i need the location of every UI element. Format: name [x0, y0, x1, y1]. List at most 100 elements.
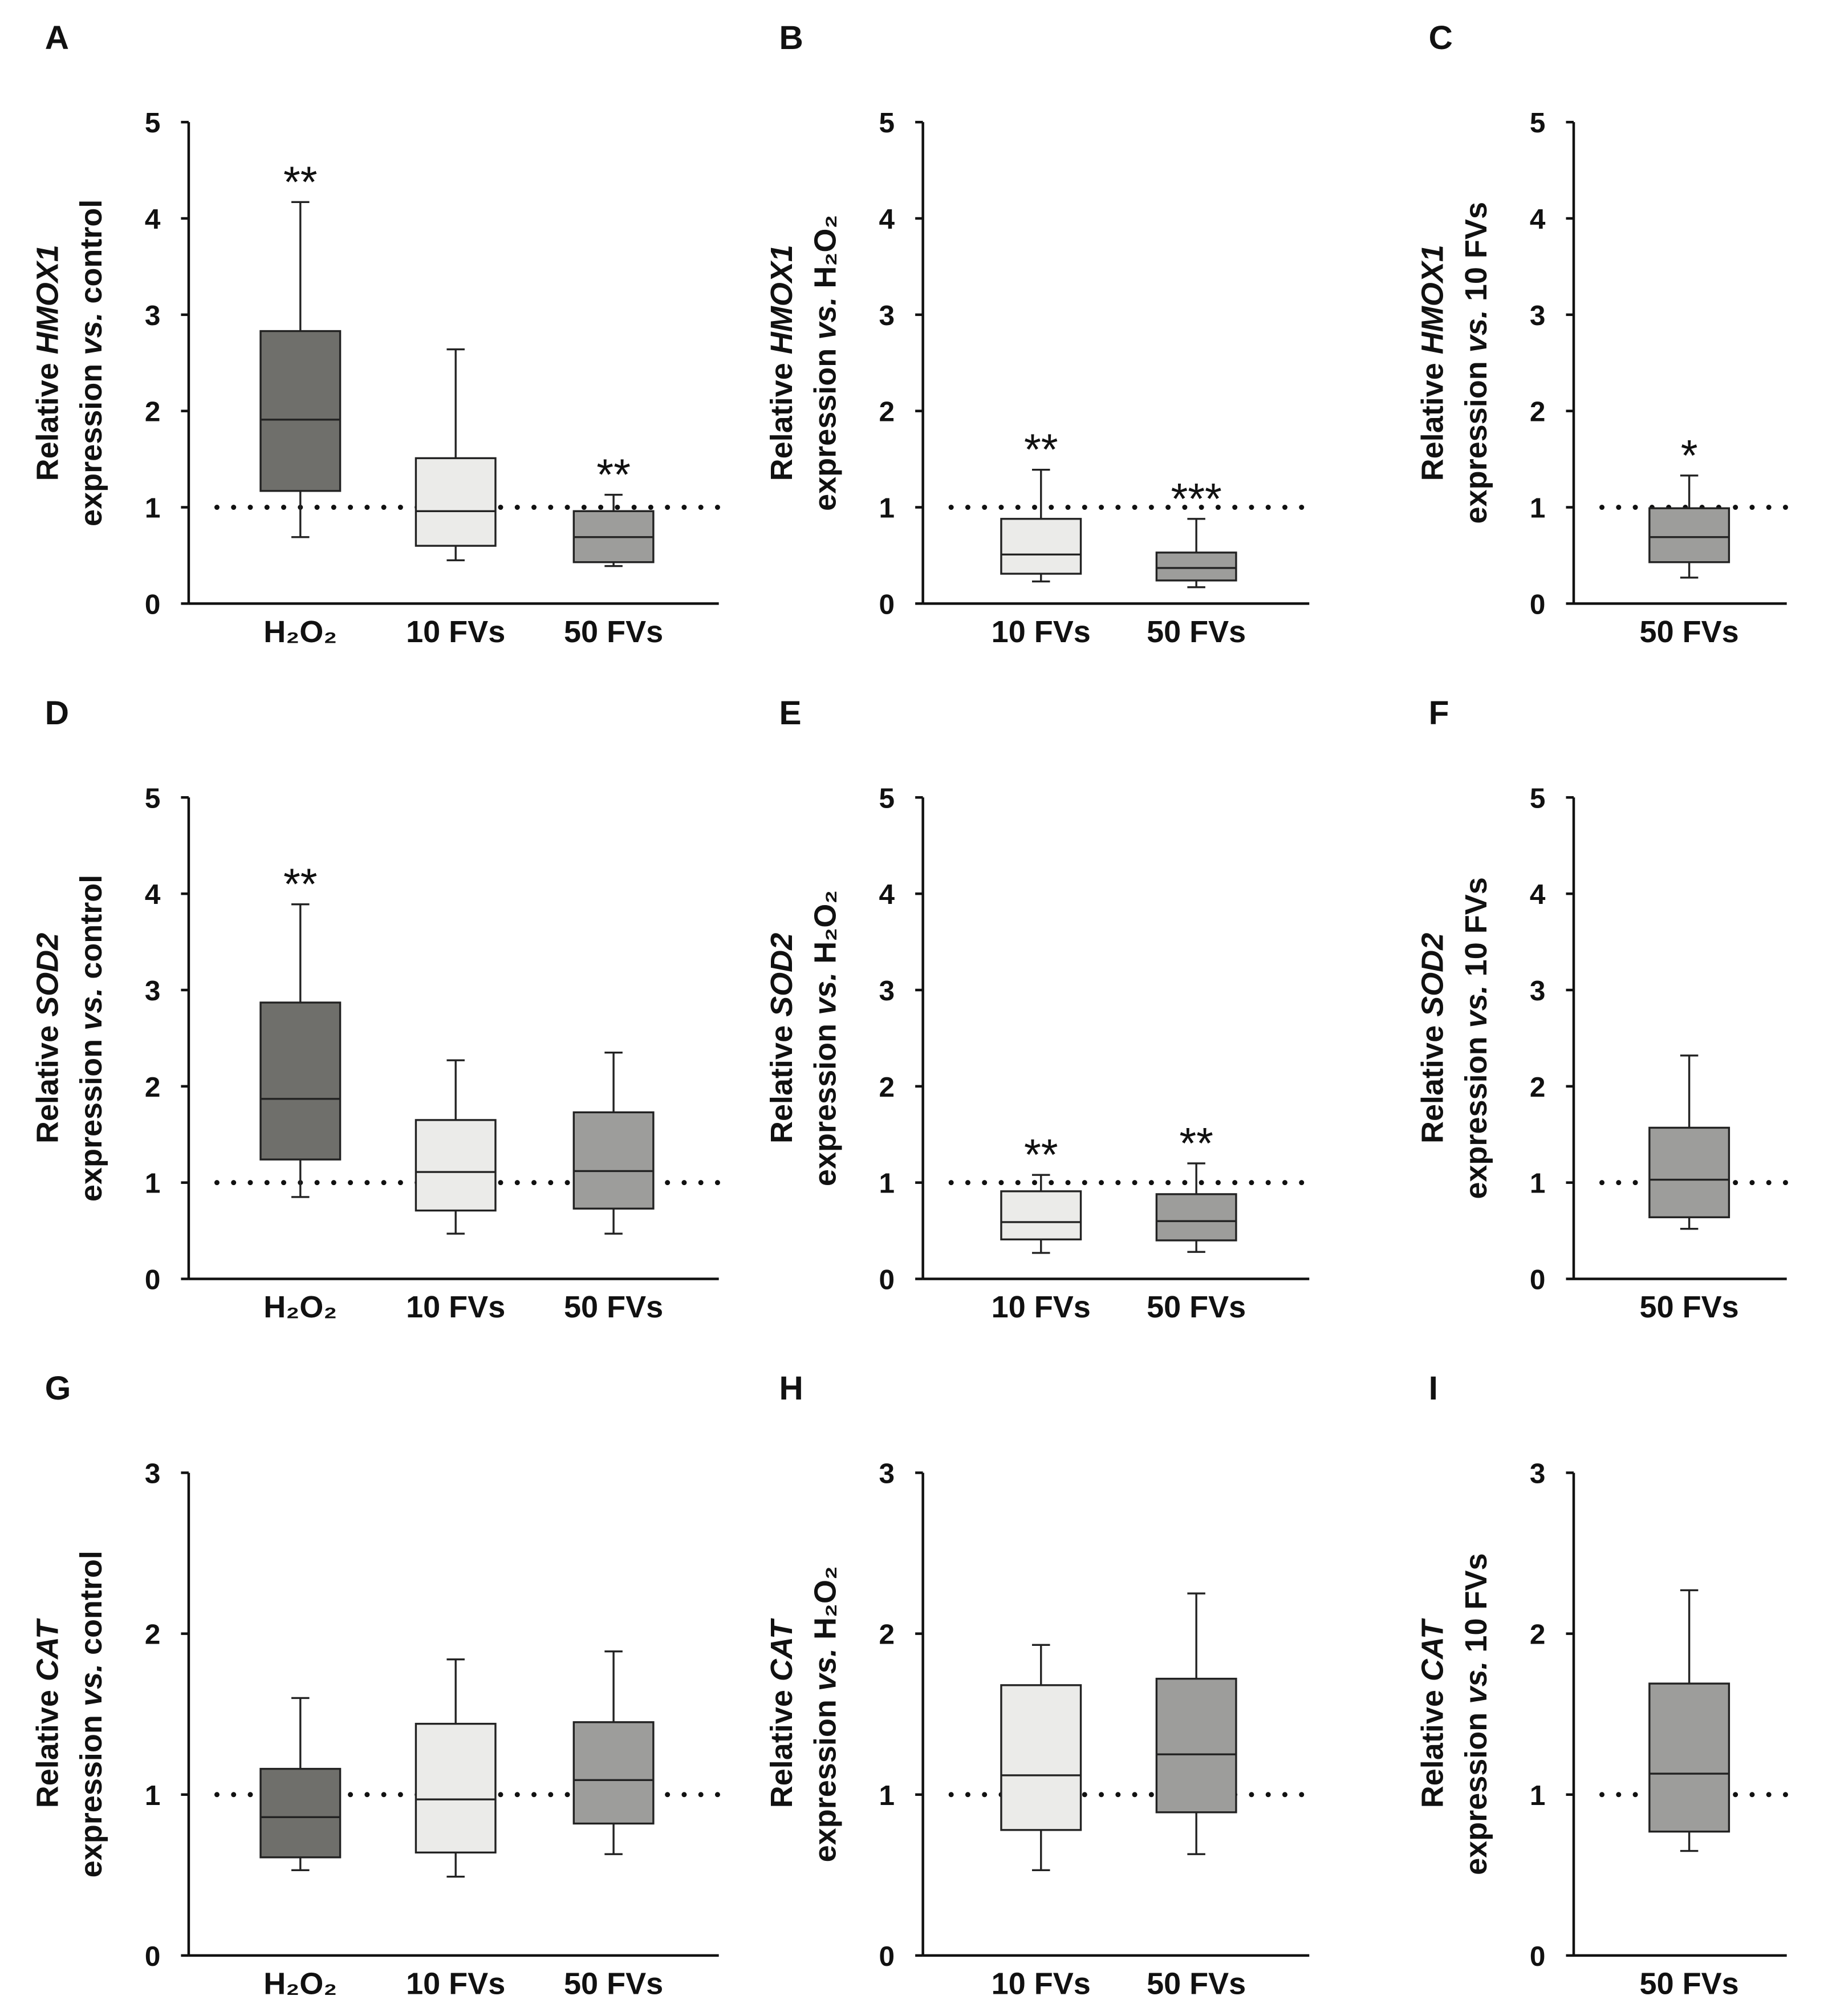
y-label-reference: H₂O₂: [809, 215, 843, 297]
y-tick-label: 1: [1530, 493, 1546, 524]
y-label-gene: CAT: [30, 1618, 64, 1681]
y-tick-label: 5: [879, 782, 895, 814]
x-tick-label: 50 FVs: [1640, 1966, 1739, 2001]
y-label-gene: SOD2: [30, 933, 64, 1017]
y-label-reference: control: [74, 875, 108, 988]
y-tick-label: 1: [145, 1780, 161, 1811]
y-axis-label-line1: Relative HMOX1: [765, 245, 799, 481]
y-tick-label: 4: [145, 879, 161, 910]
y-tick-label: 2: [145, 1072, 161, 1103]
y-tick-label: 2: [879, 396, 895, 428]
y-tick-label: 4: [879, 879, 895, 910]
y-tick-label: 2: [1530, 396, 1546, 428]
y-label-vs: vs.: [1459, 985, 1493, 1028]
y-tick-label: 3: [879, 300, 895, 331]
box-50-fvs: *: [1648, 432, 1730, 579]
y-label-vs: vs.: [1459, 1661, 1493, 1704]
y-axis-label-line2: expression vs. 10 FVs: [1459, 877, 1493, 1199]
y-label-expression: expression: [1459, 1028, 1493, 1199]
y-tick-label: 1: [879, 1780, 895, 1811]
x-tick-label: 50 FVs: [1147, 615, 1246, 649]
y-axis-label-line2: expression vs. control: [74, 875, 108, 1202]
y-axis-label-line2: expression vs. H₂O₂: [809, 215, 843, 511]
x-tick-label: 50 FVs: [1640, 1290, 1739, 1324]
iqr-box: [1000, 1684, 1082, 1831]
y-label-prefix: Relative: [765, 354, 799, 481]
panel-f: F 0 1 2 3 4 5 Relative SOD2 expression vs. 10 FV…: [1415, 695, 1790, 1324]
y-axis-label-line1: Relative SOD2: [30, 933, 64, 1143]
y-axis-label-line1: Relative CAT: [30, 1618, 64, 1808]
x-tick-label: 50 FVs: [564, 1966, 663, 2001]
y-label-prefix: Relative: [1415, 1681, 1449, 1808]
y-label-prefix: Relative: [30, 1017, 64, 1143]
y-tick-label: 2: [1530, 1619, 1546, 1650]
x-tick-label: 10 FVs: [406, 1290, 505, 1324]
y-axis-label-line2: expression vs. control: [74, 200, 108, 526]
y-tick-label: 5: [145, 782, 161, 814]
iqr-box: [572, 1111, 655, 1210]
y-tick-label: 1: [145, 493, 161, 524]
y-tick-label: 1: [879, 493, 895, 524]
y-axis-label-line1: Relative HMOX1: [30, 245, 64, 481]
significance-label: **: [596, 451, 631, 500]
y-tick-label: 0: [145, 589, 161, 620]
x-tick-label: H₂O₂: [263, 1966, 337, 2001]
y-axis-label-line1: Relative CAT: [1415, 1618, 1449, 1808]
iqr-box: [1155, 1677, 1237, 1814]
y-tick-label: 0: [879, 1941, 895, 1972]
y-label-expression: expression: [74, 1031, 108, 1202]
box-h-o-: **: [259, 158, 342, 538]
y-label-vs: vs.: [809, 972, 843, 1015]
iqr-box: [259, 330, 342, 492]
y-tick-label: 2: [145, 396, 161, 428]
panel-e: E 0 1 2 3 4 5 Relative SOD2 expression vs. H₂O₂ *…: [765, 695, 1312, 1324]
x-tick-label: 50 FVs: [564, 1290, 663, 1324]
y-tick-label: 3: [879, 1458, 895, 1489]
y-label-vs: vs.: [74, 313, 108, 355]
x-tick-label: 10 FVs: [992, 615, 1091, 649]
y-tick-label: 3: [145, 1458, 161, 1489]
y-label-vs: vs.: [809, 1648, 843, 1691]
y-tick-label: 0: [1530, 589, 1546, 620]
y-label-prefix: Relative: [1415, 354, 1449, 481]
y-axis-label-line2: expression vs. H₂O₂: [809, 890, 843, 1186]
y-label-vs: vs.: [74, 1664, 108, 1706]
y-tick-label: 1: [1530, 1168, 1546, 1199]
y-tick-label: 2: [145, 1619, 161, 1650]
y-tick-label: 0: [1530, 1264, 1546, 1296]
y-tick-label: 3: [145, 975, 161, 1007]
y-tick-label: 4: [145, 204, 161, 235]
y-tick-label: 5: [879, 107, 895, 139]
panel-i: I 0 1 2 3 Relative CAT expression vs. 10 FVs 50…: [1415, 1370, 1790, 2001]
y-tick-label: 0: [879, 1264, 895, 1296]
box-10-fvs: [415, 1059, 497, 1235]
y-label-reference: 10 FVs: [1459, 1553, 1493, 1661]
y-tick-label: 0: [145, 1941, 161, 1972]
box-50-fvs: **: [572, 451, 655, 567]
panel-g: G 0 1 2 3 Relative CAT expression vs. control H…: [30, 1370, 722, 2001]
box-50-fvs: ***: [1155, 475, 1237, 589]
significance-label: **: [1024, 1131, 1058, 1179]
box-10-fvs: [415, 1658, 497, 1878]
y-tick-label: 3: [1530, 1458, 1546, 1489]
y-label-vs: vs.: [74, 988, 108, 1031]
y-tick-label: 3: [1530, 975, 1546, 1007]
y-label-gene: HMOX1: [1415, 245, 1449, 354]
y-tick-label: 2: [879, 1619, 895, 1650]
y-label-expression: expression: [809, 1015, 843, 1186]
panel-a: A 0 1 2 3 4 5 Relative HMOX1 expression vs. cont…: [30, 19, 722, 649]
y-label-vs: vs.: [1459, 310, 1493, 352]
y-tick-label: 5: [145, 107, 161, 139]
y-tick-label: 2: [879, 1072, 895, 1103]
y-tick-label: 1: [879, 1168, 895, 1199]
box-50-fvs: [572, 1650, 655, 1855]
panel-letter: E: [779, 695, 801, 732]
box-10-fvs: [415, 348, 497, 562]
y-axis-label-line1: Relative SOD2: [765, 933, 799, 1143]
x-tick-label: 50 FVs: [564, 615, 663, 649]
box-10-fvs: **: [1000, 1131, 1082, 1254]
significance-label: *: [1681, 432, 1698, 480]
y-tick-label: 3: [1530, 300, 1546, 331]
box-50-fvs: **: [1155, 1119, 1237, 1253]
